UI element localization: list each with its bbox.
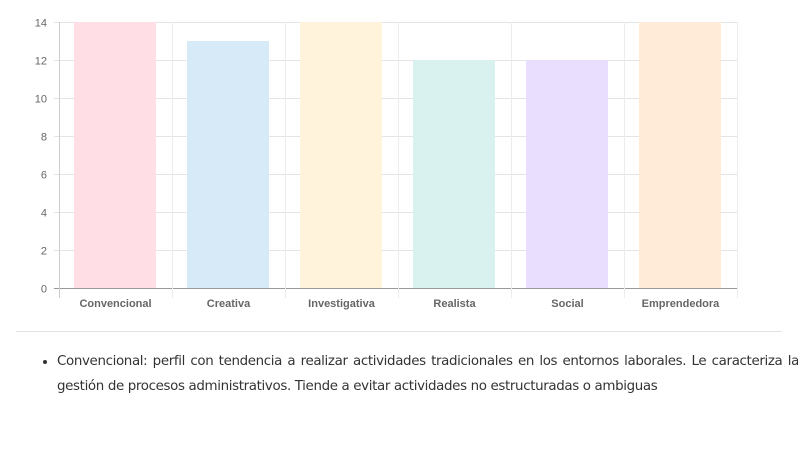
y-tick-label: 6 [41,170,47,182]
bar-investigativa [300,22,382,288]
x-tick-label: Investigativa [308,298,376,310]
description-list: Convencional: perfil con tendencia a rea… [40,349,798,399]
x-tick-label: Social [551,298,583,310]
bar-realista [413,60,495,288]
divider [16,331,782,332]
y-tick-label: 10 [35,94,47,106]
bar-convencional [74,22,156,288]
x-tick-label: Creativa [207,298,251,310]
y-tick-label: 14 [35,18,47,30]
y-tick-label: 2 [41,246,47,258]
y-tick-label: 4 [41,208,47,220]
bar-chart: 0 2 4 6 8 10 12 14 Convencional Creativa Investiga… [35,18,738,310]
x-tick-label: Convencional [79,298,151,310]
x-tick-label: Emprendedora [642,298,721,310]
y-tick-label: 12 [35,56,47,68]
y-tick-label: 8 [41,132,47,144]
y-tick-label: 0 [41,284,47,296]
bar-social [526,60,608,288]
bar-emprendedora [639,22,721,288]
bar-creativa [187,41,269,288]
description-item: Convencional: perfil con tendencia a rea… [57,349,798,399]
x-tick-label: Realista [433,298,476,310]
